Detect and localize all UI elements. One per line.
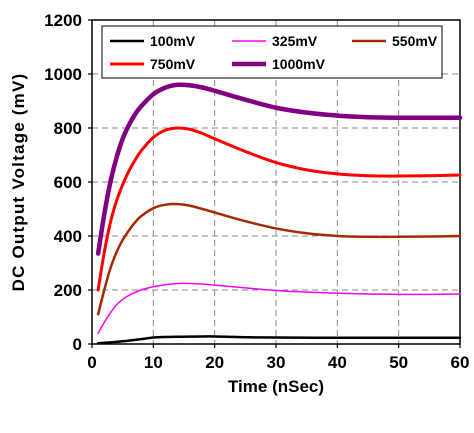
x-axis-title: Time (nSec) (228, 377, 324, 396)
legend-item-750mv: 750mV (110, 56, 196, 72)
x-tick-label: 30 (267, 353, 286, 372)
y-tick-labels: 0 200 400 600 800 1000 1200 (44, 11, 92, 354)
series-line-1000mv (95, 82, 463, 256)
series-line-550mv (96, 202, 462, 316)
y-tick-label: 800 (54, 119, 82, 138)
y-axis-title: DC Output Voltage (mV) (9, 73, 28, 292)
y-tick-label: 600 (54, 173, 82, 192)
legend-item-1000mv: 1000mV (232, 56, 326, 72)
x-tick-label: 10 (144, 353, 163, 372)
x-tick-label: 60 (451, 353, 470, 372)
legend-item-550mv: 550mV (352, 33, 438, 49)
legend-box (101, 25, 443, 79)
series-line-325mv (97, 282, 461, 334)
y-tick-label: 200 (54, 281, 82, 300)
x-tick-label: 50 (389, 353, 408, 372)
legend-item-325mv: 325mV (232, 33, 318, 49)
legend-item-100mv: 100mV (110, 33, 196, 49)
y-tick-label: 1000 (44, 65, 82, 84)
legend: 100mV 325mV 550mV 750mV 1000mV (101, 25, 443, 79)
x-tick-label: 40 (328, 353, 347, 372)
series-line-750mv (96, 126, 462, 292)
legend-label: 550mV (392, 33, 438, 49)
legend-label: 1000mV (272, 56, 326, 72)
y-tick-label: 1200 (44, 11, 82, 30)
legend-label: 100mV (150, 33, 196, 49)
y-tick-label: 0 (73, 335, 82, 354)
series-line-100mv (96, 335, 462, 345)
y-tick-label: 400 (54, 227, 82, 246)
legend-label: 750mV (150, 56, 196, 72)
legend-label: 325mV (272, 33, 318, 49)
x-tick-label: 20 (205, 353, 224, 372)
x-tick-label: 0 (87, 353, 96, 372)
legend-items: 100mV 325mV 550mV 750mV 1000mV (110, 33, 438, 72)
series-lines (95, 82, 463, 345)
x-tick-labels: 0 10 20 30 40 50 60 (87, 344, 469, 372)
